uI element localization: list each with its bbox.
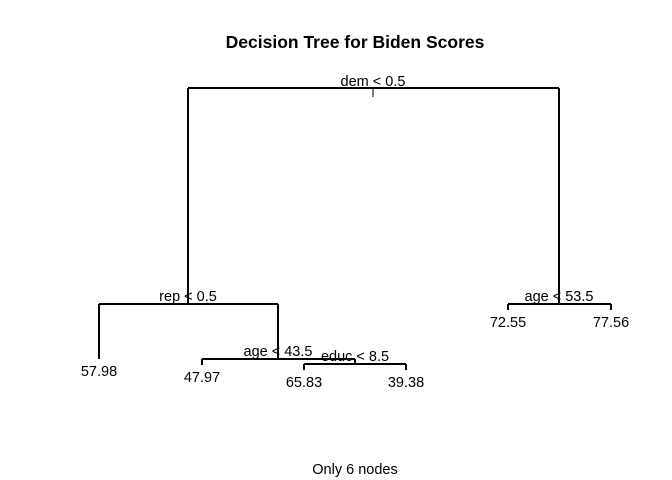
leaf-rep-left: 57.98: [81, 364, 117, 380]
educ-split-label: educ < 8.5: [321, 349, 389, 365]
plot-title: Decision Tree for Biden Scores: [226, 32, 485, 52]
leaf-age-right-left: 72.55: [490, 315, 526, 331]
rep-split-node: rep < 0.5: [98, 289, 279, 359]
leaf-educ-left: 65.83: [286, 375, 322, 391]
age-left-split-node: age < 43.5: [201, 344, 356, 365]
age-right-split-node: age < 53.5: [507, 289, 612, 310]
root-split-label: dem < 0.5: [341, 74, 406, 90]
age-right-split-label: age < 53.5: [525, 289, 594, 305]
leaf-age-left: 47.97: [184, 370, 220, 386]
leaf-educ-right: 39.38: [388, 375, 424, 391]
educ-split-node: educ < 8.5: [303, 349, 407, 370]
plot-caption: Only 6 nodes: [312, 462, 397, 478]
root-split-node: dem < 0.5: [187, 74, 560, 304]
age-left-split-label: age < 43.5: [244, 344, 313, 360]
leaf-age-right-right: 77.56: [593, 315, 629, 331]
rep-split-label: rep < 0.5: [159, 289, 217, 305]
